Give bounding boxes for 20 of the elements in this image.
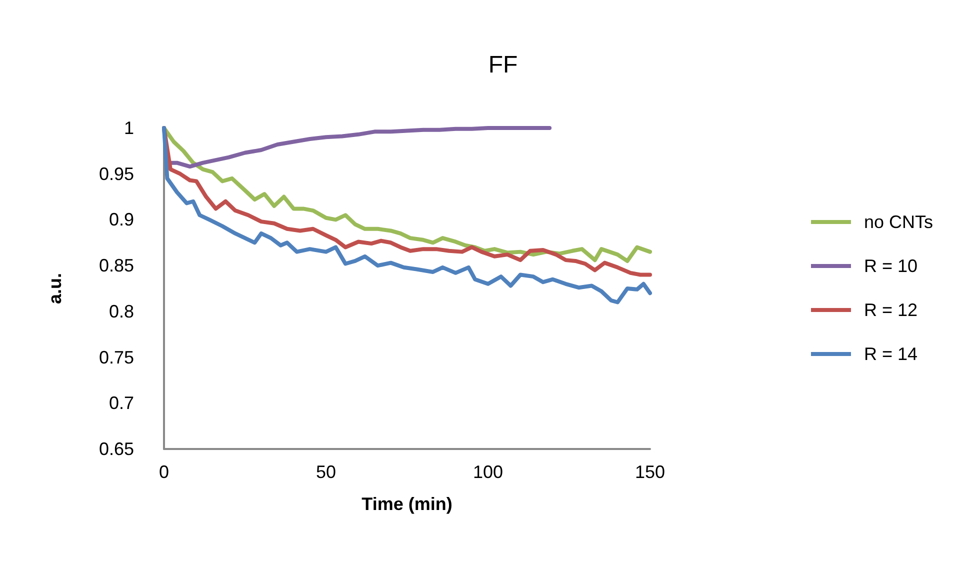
x-tick-label: 100 [472, 462, 504, 482]
x-axis-title: Time (min) [362, 494, 452, 514]
x-tick-label: 0 [158, 462, 170, 482]
y-tick-label: 0.85 [98, 256, 134, 276]
x-tick-label: 150 [634, 462, 666, 482]
legend-label: R = 12 [864, 300, 918, 320]
y-tick-label: 0.95 [98, 164, 134, 184]
line-series [162, 126, 652, 304]
y-tick-label: 0.9 [108, 210, 134, 230]
legend-label: R = 10 [864, 256, 918, 276]
y-tick-label: 0.65 [98, 439, 134, 459]
x-tick-label: 50 [316, 462, 336, 482]
y-tick-label: 1 [124, 118, 134, 138]
y-tick-label: 0.75 [98, 347, 134, 368]
y-tick-label: 0.8 [108, 301, 134, 322]
y-tick-label: 0.7 [108, 393, 134, 414]
chart-title: FF [488, 52, 518, 78]
y-axis-title: a.u. [45, 272, 65, 304]
legend-label: no CNTs [864, 212, 934, 232]
legend-label: R = 14 [864, 344, 918, 364]
